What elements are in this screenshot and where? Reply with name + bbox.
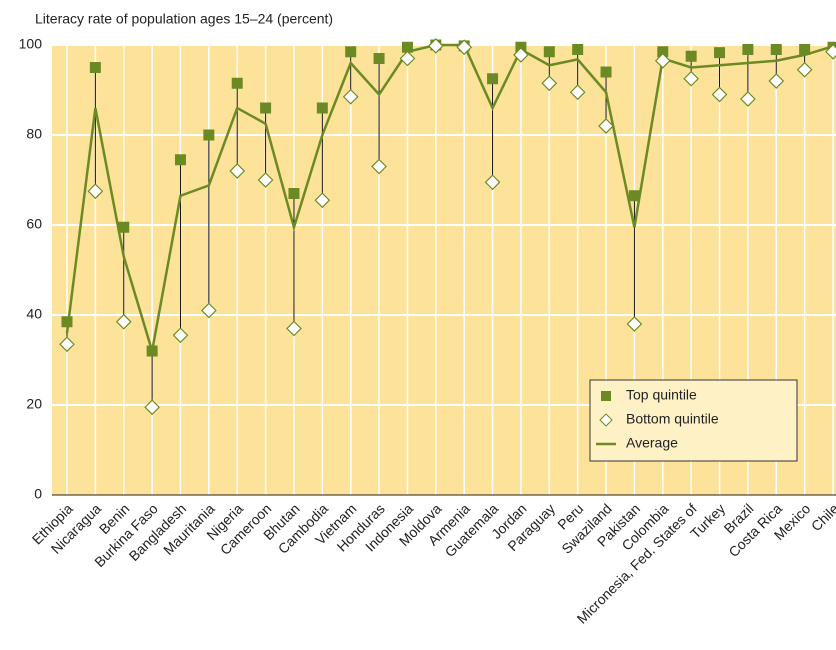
bottom-marker	[569, 84, 586, 101]
bottom-marker	[59, 336, 75, 353]
bottom-marker	[87, 183, 104, 200]
bottom-marker	[598, 118, 614, 134]
x-tick-label: Chile	[808, 500, 836, 534]
top-marker	[742, 44, 754, 55]
chart-title: Literacy rate of population ages 15–24 (…	[35, 11, 333, 27]
top-marker	[89, 62, 101, 73]
bottom-marker	[201, 302, 217, 319]
bottom-marker	[796, 61, 813, 78]
legend-marker	[601, 391, 611, 401]
bottom-marker	[683, 70, 699, 87]
bottom-marker	[626, 316, 643, 332]
bottom-marker	[314, 192, 331, 209]
top-marker	[685, 50, 697, 62]
bottom-marker	[115, 313, 132, 330]
bottom-marker	[456, 39, 473, 56]
bottom-marker	[172, 327, 189, 344]
bottom-marker	[399, 50, 416, 67]
top-marker	[600, 66, 612, 78]
bottom-marker	[825, 43, 836, 60]
y-tick-label: 80	[26, 126, 42, 142]
top-marker	[373, 53, 385, 64]
top-marker	[203, 129, 215, 141]
bottom-marker	[513, 47, 529, 63]
bottom-marker	[286, 320, 302, 337]
bottom-marker	[427, 38, 444, 54]
bottom-marker	[711, 86, 728, 103]
y-tick-label: 40	[26, 306, 42, 322]
average-line	[65, 43, 834, 352]
bottom-marker	[229, 163, 246, 179]
top-marker	[118, 221, 130, 233]
top-marker	[543, 46, 555, 58]
top-marker	[288, 188, 300, 199]
top-marker	[231, 77, 243, 89]
legend-box	[589, 379, 798, 462]
top-marker	[572, 44, 584, 55]
top-marker	[146, 345, 158, 357]
top-marker	[770, 44, 782, 55]
bottom-marker	[541, 75, 558, 92]
y-tick-label: 60	[26, 216, 42, 232]
y-tick-label: 0	[34, 486, 42, 502]
bottom-marker	[342, 88, 359, 105]
bottom-marker	[740, 91, 756, 107]
y-tick-label: 100	[19, 36, 43, 52]
top-marker	[657, 46, 669, 58]
top-marker	[799, 44, 811, 55]
bottom-marker	[144, 399, 160, 416]
top-marker	[487, 73, 499, 85]
top-marker	[316, 102, 328, 114]
top-marker	[714, 47, 726, 59]
bottom-marker	[768, 73, 785, 89]
top-marker	[628, 190, 640, 202]
legend-label: Bottom quintile	[626, 411, 719, 427]
top-marker	[260, 102, 272, 114]
bottom-marker	[654, 52, 671, 69]
y-tick-label: 20	[26, 396, 42, 412]
top-marker	[401, 41, 413, 53]
legend-label: Average	[626, 435, 678, 451]
top-marker	[345, 46, 357, 58]
bottom-marker	[257, 172, 274, 188]
legend-label: Top quintile	[626, 387, 697, 403]
bottom-marker	[371, 158, 387, 175]
top-marker	[174, 154, 186, 166]
bottom-marker	[484, 174, 501, 191]
top-marker	[61, 316, 73, 328]
legend-marker	[599, 413, 613, 427]
